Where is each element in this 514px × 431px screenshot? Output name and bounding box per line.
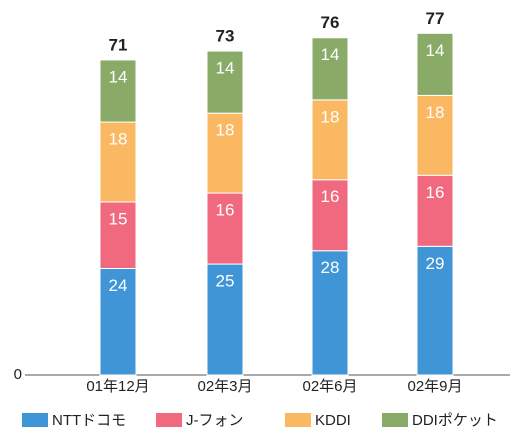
bar-segment xyxy=(416,94,454,176)
segment-label: 18 xyxy=(426,103,445,122)
legend-swatch xyxy=(285,413,311,427)
segment-label: 25 xyxy=(216,272,235,291)
legend-label: J-フォン xyxy=(186,412,244,429)
total-label: 71 xyxy=(109,35,128,54)
x-tick-label: 02年3月 xyxy=(197,378,252,395)
legend-swatch xyxy=(156,413,182,427)
segment-label: 24 xyxy=(109,276,128,295)
bar-segment xyxy=(416,174,454,247)
total-label: 76 xyxy=(321,13,340,32)
bar-segment xyxy=(99,268,137,376)
segment-label: 16 xyxy=(216,201,235,220)
y-tick-label: 0 xyxy=(14,366,22,383)
bar-segment xyxy=(311,37,349,101)
bar-segment xyxy=(311,250,349,376)
segment-label: 14 xyxy=(321,45,340,64)
segment-label: 15 xyxy=(109,209,128,228)
segment-label: 16 xyxy=(426,183,445,202)
bar-segment xyxy=(206,112,244,194)
bar-segment xyxy=(416,32,454,96)
bar-segment xyxy=(206,263,244,376)
segment-label: 14 xyxy=(216,59,235,78)
segment-label: 29 xyxy=(426,254,445,273)
x-tick-label: 02年9月 xyxy=(407,378,462,395)
total-label: 73 xyxy=(216,27,235,46)
x-tick-label: 02年6月 xyxy=(302,378,357,395)
bar-segment xyxy=(206,50,244,114)
legend-label: NTTドコモ xyxy=(52,412,126,429)
legend-swatch xyxy=(382,413,408,427)
legend-label: DDIポケット xyxy=(412,412,498,429)
bar-segment xyxy=(99,59,137,123)
segment-label: 18 xyxy=(109,130,128,149)
segment-label: 14 xyxy=(426,41,445,60)
segment-label: 16 xyxy=(321,187,340,206)
bar-segment xyxy=(206,192,244,265)
legend-label: KDDI xyxy=(315,412,351,429)
segment-label: 14 xyxy=(109,67,128,86)
legend-swatch xyxy=(22,413,48,427)
segment-label: 18 xyxy=(216,121,235,140)
bar-segment xyxy=(311,99,349,181)
segment-label: 18 xyxy=(321,107,340,126)
bar-segment xyxy=(416,245,454,376)
total-label: 77 xyxy=(426,9,445,28)
bar-segment xyxy=(99,121,137,203)
segment-label: 28 xyxy=(321,258,340,277)
x-tick-label: 01年12月 xyxy=(86,378,149,395)
